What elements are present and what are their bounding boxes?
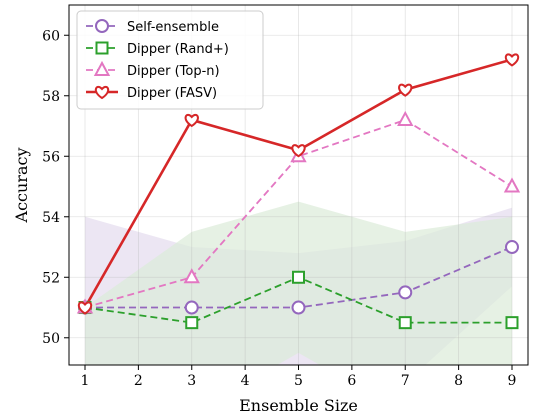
series-markers [76,53,521,330]
data-point-series-1 [398,316,412,330]
y-axis: 50 52 54 56 58 60 [42,28,69,347]
data-point-series-3 [504,53,520,67]
data-point-series-1 [185,316,199,330]
x-axis: 1 2 3 4 5 6 7 8 9 [81,365,517,389]
y-tick-label: 50 [42,331,60,347]
y-tick-label: 60 [42,28,60,44]
data-point-series-3 [77,301,93,315]
legend-marker-0 [95,19,109,33]
data-point-series-1 [505,316,519,330]
x-tick-label: 3 [187,373,196,389]
data-point-series-2 [503,177,521,193]
x-tick-label: 8 [454,373,463,389]
y-tick-label: 58 [42,89,60,105]
data-point-series-2 [397,110,414,126]
data-point-series-1 [292,270,305,284]
legend-label-3: Dipper (FASV) [127,86,217,101]
legend: Self-ensemble Dipper (Rand+) Dipper (Top-n… [76,10,264,110]
data-point-series-0 [184,300,199,315]
legend-marker-3 [94,85,110,100]
x-tick-label: 2 [134,373,143,389]
x-tick-label: 7 [401,373,410,389]
x-tick-label: 6 [347,373,356,389]
data-point-series-0 [398,285,413,300]
data-point-series-3 [291,144,306,158]
data-point-series-2 [183,268,200,284]
legend-box [76,10,264,110]
legend-label-1: Dipper (Rand+) [127,42,229,57]
data-point-series-3 [398,83,413,97]
data-point-series-3 [184,113,199,128]
y-tick-label: 52 [42,270,60,286]
x-axis-title: Ensemble Size [239,396,358,415]
legend-label-2: Dipper (Top-n) [127,64,220,79]
y-axis-title: Accuracy [12,148,31,224]
x-tick-label: 4 [241,373,250,389]
x-tick-label: 1 [81,373,90,389]
data-point-series-0 [504,240,519,255]
legend-marker-1 [95,41,109,55]
y-tick-label: 54 [42,210,60,226]
legend-marker-2 [93,60,111,76]
y-tick-label: 56 [42,149,60,165]
x-tick-label: 9 [508,373,517,389]
data-point-series-0 [291,300,306,315]
x-tick-label: 5 [294,373,303,389]
legend-label-0: Self-ensemble [127,20,219,35]
